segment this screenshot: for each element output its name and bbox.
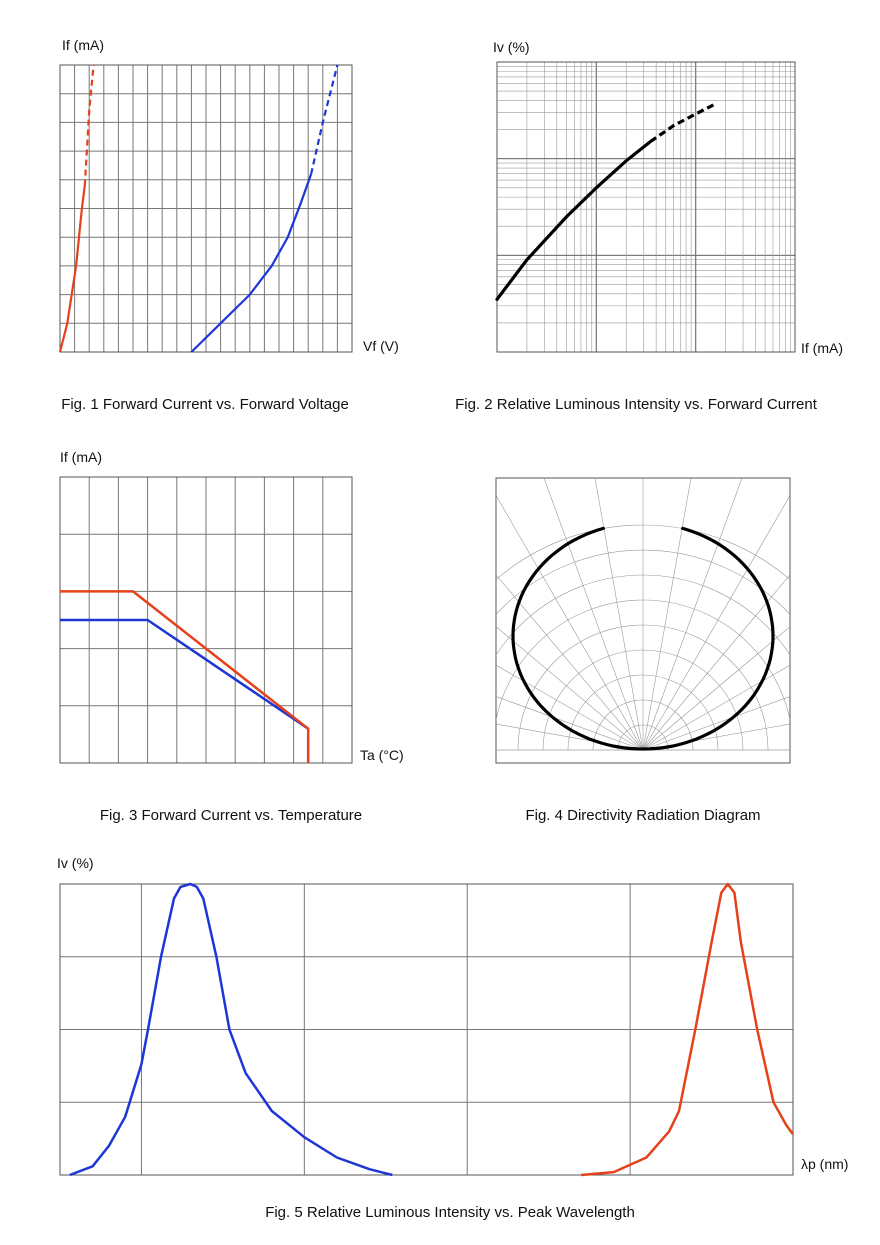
chart-intensity-vs-current: Iv (%) If (mA) Fig. 2 Relative Luminous … [455,39,843,413]
chart-caption: Fig. 1 Forward Current vs. Forward Volta… [61,396,349,413]
angle-spoke [496,574,644,751]
x-axis-label: If (mA) [801,340,843,356]
x-axis-label: Ta (°C) [360,747,404,763]
angle-spoke [642,494,790,751]
angle-spoke [642,574,790,751]
x-axis-label: Vf (V) [363,338,399,354]
chart-caption: Fig. 2 Relative Luminous Intensity vs. F… [455,396,818,413]
angle-spoke [496,494,644,751]
y-axis-label: If (mA) [62,37,104,53]
series-line-blue [190,173,313,353]
angle-spoke [496,626,644,751]
chart-directivity-radiation: Fig. 4 Directivity Radiation Diagram [495,477,791,824]
chart-caption: Fig. 3 Forward Current vs. Temperature [100,807,362,824]
series-dashed-intensity [649,102,717,143]
series-line-red [581,882,795,1177]
angle-spoke [496,696,644,751]
plot-frame [59,64,353,353]
x-axis-label: λp (nm) [801,1156,848,1172]
series-line-blue [69,882,393,1177]
angle-spoke [642,478,692,751]
angle-spoke [642,723,790,751]
angle-spoke [642,696,790,751]
chart-forward-current-vs-voltage: If (mA) Vf (V) Fig. 1 Forward Current vs… [58,37,399,413]
angle-spoke [642,664,790,751]
series-dashed-blue [310,64,339,175]
series-dashed-red [83,64,95,186]
chart-caption: Fig. 5 Relative Luminous Intensity vs. P… [265,1204,635,1221]
series-line-red [58,185,86,353]
chart-intensity-vs-wavelength: Iv (%) λp (nm) Fig. 5 Relative Luminous … [57,855,848,1221]
chart-current-vs-temperature: If (mA) Ta (°C) Fig. 3 Forward Current v… [59,449,404,824]
angle-spoke [496,723,644,751]
series-line-red [60,590,310,763]
y-axis-label: Iv (%) [57,855,94,871]
series-line-intensity [495,140,652,301]
angle-spoke [496,664,644,751]
series-line-blue [60,618,309,730]
angle-spoke [642,478,743,751]
y-axis-label: If (mA) [60,449,102,465]
plot-frame [496,61,796,353]
y-axis-label: Iv (%) [493,39,530,55]
chart-caption: Fig. 4 Directivity Radiation Diagram [525,807,760,824]
angle-spoke [642,626,790,751]
angle-spoke [594,478,644,751]
plot-frame [59,883,794,1176]
angle-spoke [543,478,644,751]
radiation-pattern [511,526,775,751]
